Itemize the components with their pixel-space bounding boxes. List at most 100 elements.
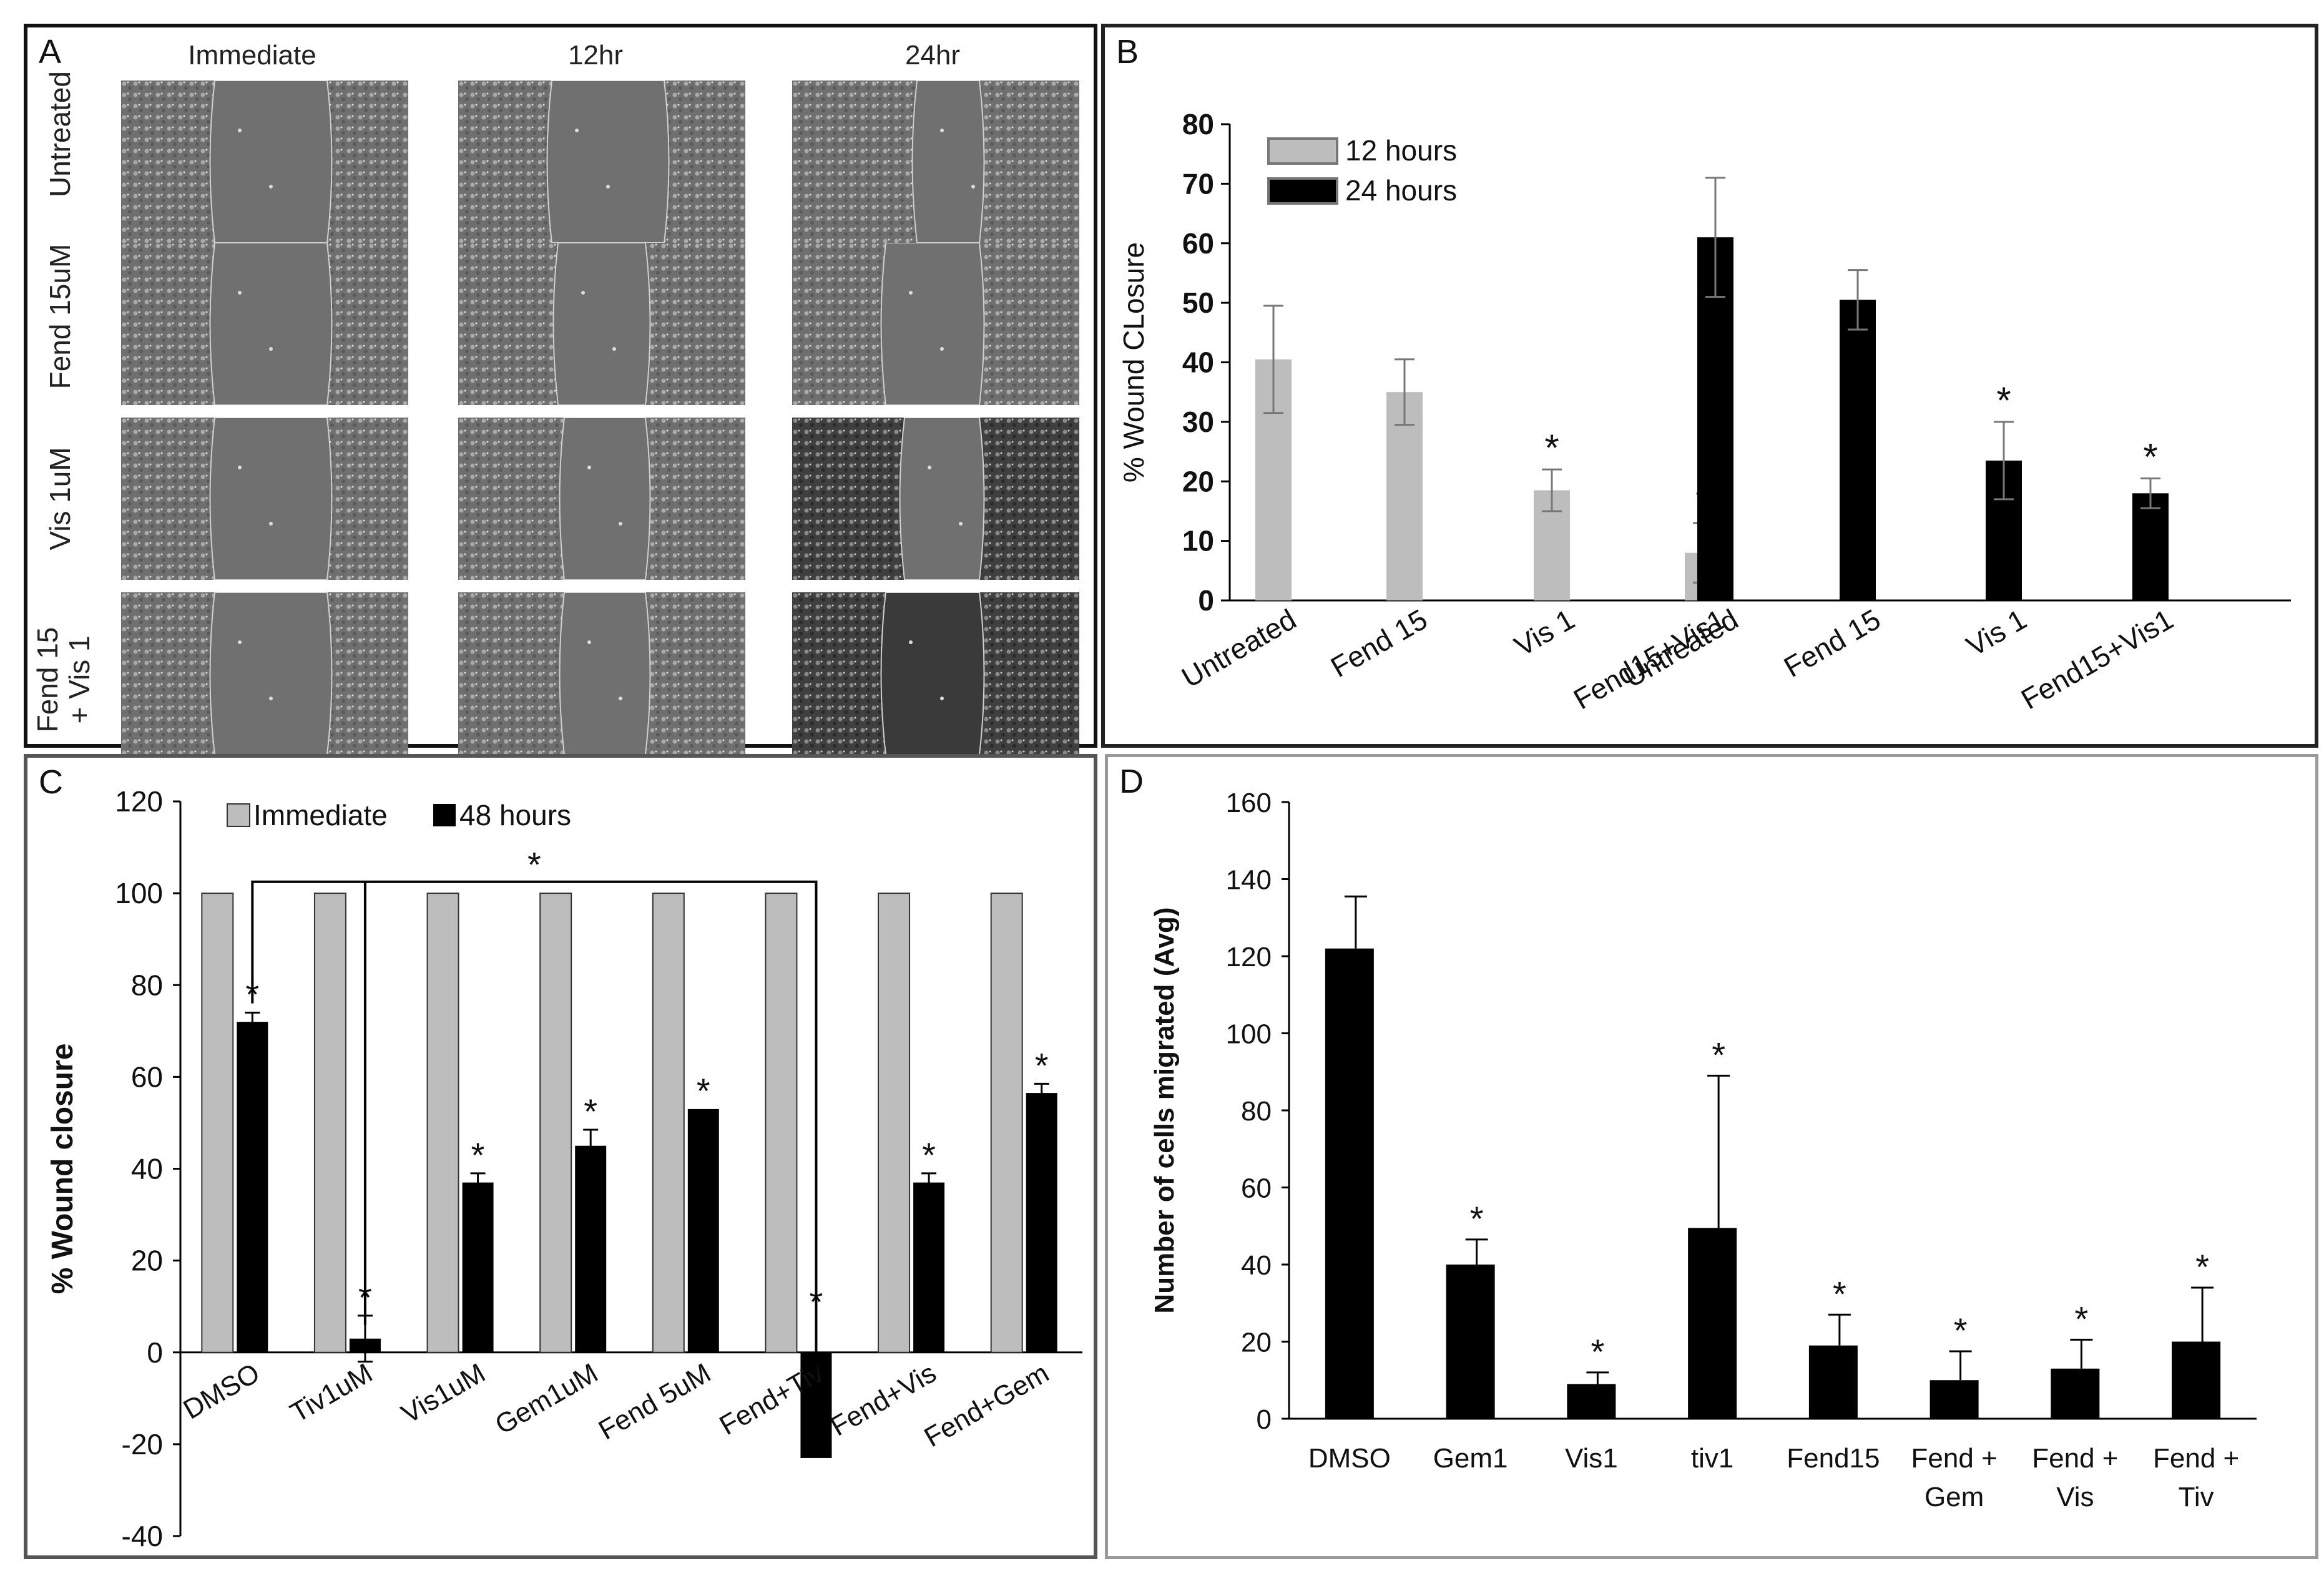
x-tick-label: Vis 1	[1509, 603, 1580, 663]
significance-star: *	[1544, 427, 1559, 469]
y-tick-label: 100	[1226, 1019, 1272, 1050]
bar-48-hours-7	[1026, 1093, 1057, 1353]
row-label-untreated: Untreated	[44, 71, 76, 198]
significance-star: *	[2195, 1247, 2209, 1286]
x-tick-label: Fend15	[1787, 1443, 1880, 1474]
significance-star: *	[1712, 1035, 1725, 1074]
bar-24-hours-1	[1840, 300, 1876, 600]
bar-immediate-5	[765, 893, 798, 1353]
x-tick-label: Vis1	[1565, 1443, 1618, 1474]
y-tick-label: 80	[1241, 1096, 1272, 1127]
column-title-immediate: Immediate	[188, 40, 316, 71]
micrograph-row2-col3	[792, 243, 1079, 405]
panel-b-label: B	[1116, 33, 1139, 71]
x-tick-label: Tiv1uM	[285, 1358, 378, 1429]
x-tick-label: Vis1uM	[396, 1358, 491, 1429]
y-tick-label: 30	[1182, 406, 1214, 438]
significance-star: *	[2143, 436, 2157, 477]
y-tick-label: -40	[122, 1520, 163, 1552]
bar-immediate-7	[990, 893, 1023, 1353]
panel-d-chart: D 0 20 40 60 80 100 120 140 160 Number of cells m…	[1105, 754, 2318, 1559]
y-tick-label: 80	[1182, 108, 1214, 140]
y-tick-label: 40	[1241, 1250, 1272, 1281]
significance-star: *	[471, 1135, 485, 1175]
panel-c-label: C	[39, 763, 63, 801]
significance-star: *	[1996, 379, 2011, 421]
x-tick-label: Gem1uM	[490, 1358, 603, 1441]
x-tick-label: Fend +	[1911, 1443, 1998, 1474]
micrograph-row2-col1	[121, 243, 408, 405]
y-tick-label: 0	[1198, 584, 1214, 617]
row-label-vis-1um: Vis 1uM	[44, 447, 76, 551]
y-tick-label: 0	[1257, 1404, 1272, 1435]
y-tick-label: 50	[1182, 286, 1214, 319]
x-tick-label: Fend +	[2032, 1443, 2118, 1474]
chart-b-svg: 0 10 20 30 40 50 60 70 80 % Wound CLosure Untreate…	[1117, 108, 2291, 715]
bar-48-hours-4	[687, 1109, 719, 1353]
y-tick-label: 60	[1241, 1173, 1272, 1204]
legend-swatch	[1267, 137, 1338, 165]
x-tick-label: Fend 15	[1325, 603, 1433, 683]
x-tick-label: Gem	[1924, 1482, 1984, 1512]
bar-6	[2051, 1368, 2100, 1419]
y-tick-label: 20	[1182, 465, 1214, 497]
significance-star: *	[1035, 1045, 1049, 1085]
y-tick-label: -20	[122, 1428, 163, 1461]
panel-a-micrographs: A Immediate 12hr 24hr Untreated Fend 15u…	[24, 24, 1097, 755]
panel-d-label: D	[1119, 763, 1144, 800]
micrograph-row3-col1	[121, 418, 408, 580]
micrograph-row3-col3	[792, 418, 1079, 580]
x-tick-label: DMSO	[1308, 1443, 1391, 1474]
bar-1	[1446, 1265, 1495, 1419]
y-tick-label: 160	[1226, 788, 1272, 818]
row-label-fend15-vis1: Fend 15 + Vis 1	[31, 627, 96, 733]
bar-0	[1325, 948, 1374, 1419]
bar-12-hours-1	[1386, 392, 1423, 600]
y-tick-label: 40	[131, 1153, 163, 1185]
bar-2	[1567, 1384, 1616, 1419]
x-tick-label: Gem1	[1433, 1443, 1508, 1474]
bar-48-hours-0	[237, 1022, 268, 1353]
y-axis-title: Number of cells migrated (Avg)	[1149, 907, 1180, 1313]
bar-48-hours-2	[462, 1182, 494, 1353]
legend-swatch	[433, 804, 456, 826]
bar-5	[1929, 1380, 1979, 1419]
x-tick-label: Tiv	[2179, 1482, 2214, 1512]
y-axis-title: % Wound CLosure	[1117, 242, 1150, 482]
x-tick-label: Fend +	[2153, 1443, 2239, 1474]
bar-48-hours-3	[575, 1145, 607, 1353]
y-tick-label: 80	[131, 969, 163, 1001]
bracket-star: *	[527, 845, 541, 884]
legend-label: Immediate	[253, 799, 388, 831]
x-tick-label: Untreated	[1176, 603, 1302, 694]
y-tick-label: 140	[1226, 865, 1272, 896]
micrograph-row1-col2	[458, 81, 745, 243]
significance-star: *	[1470, 1199, 1484, 1238]
bar-24-hours-3	[2132, 493, 2169, 600]
panel-c-chart: C -40 -20 0 20 40 60 80 100 120 % Wound closure * D…	[24, 754, 1097, 1559]
significance-star: *	[1591, 1332, 1604, 1371]
micrograph-row2-col2	[458, 243, 745, 405]
legend-label: 12 hours	[1345, 134, 1457, 167]
bar-immediate-3	[539, 893, 572, 1353]
legend-label: 24 hours	[1345, 174, 1457, 207]
bar-4	[1808, 1345, 1858, 1419]
significance-bracket	[251, 880, 818, 1444]
column-title-24hr: 24hr	[905, 40, 961, 71]
bar-immediate-0	[201, 893, 234, 1353]
significance-star: *	[922, 1135, 936, 1175]
panel-b-chart: B 0 10 20 30 40 50 60 70 80 % Wound CLosure Untrea…	[1101, 24, 2318, 748]
significance-star: *	[1833, 1274, 1846, 1313]
row-label-fend-15um: Fend 15uM	[44, 243, 76, 389]
chart-c-svg: -40 -20 0 20 40 60 80 100 120 % Wound closure * DMS…	[46, 785, 1082, 1552]
y-tick-label: 40	[1182, 346, 1214, 379]
x-tick-label: Fend 5uM	[594, 1358, 716, 1446]
micrograph-row1-col1	[121, 81, 408, 243]
bar-7	[2172, 1341, 2221, 1419]
y-tick-label: 0	[147, 1336, 163, 1369]
y-tick-label: 60	[1182, 227, 1214, 260]
x-tick-label: Fend 15	[1778, 603, 1886, 683]
y-tick-label: 100	[115, 877, 163, 909]
bar-immediate-1	[313, 893, 346, 1353]
significance-star: *	[1954, 1311, 1968, 1350]
